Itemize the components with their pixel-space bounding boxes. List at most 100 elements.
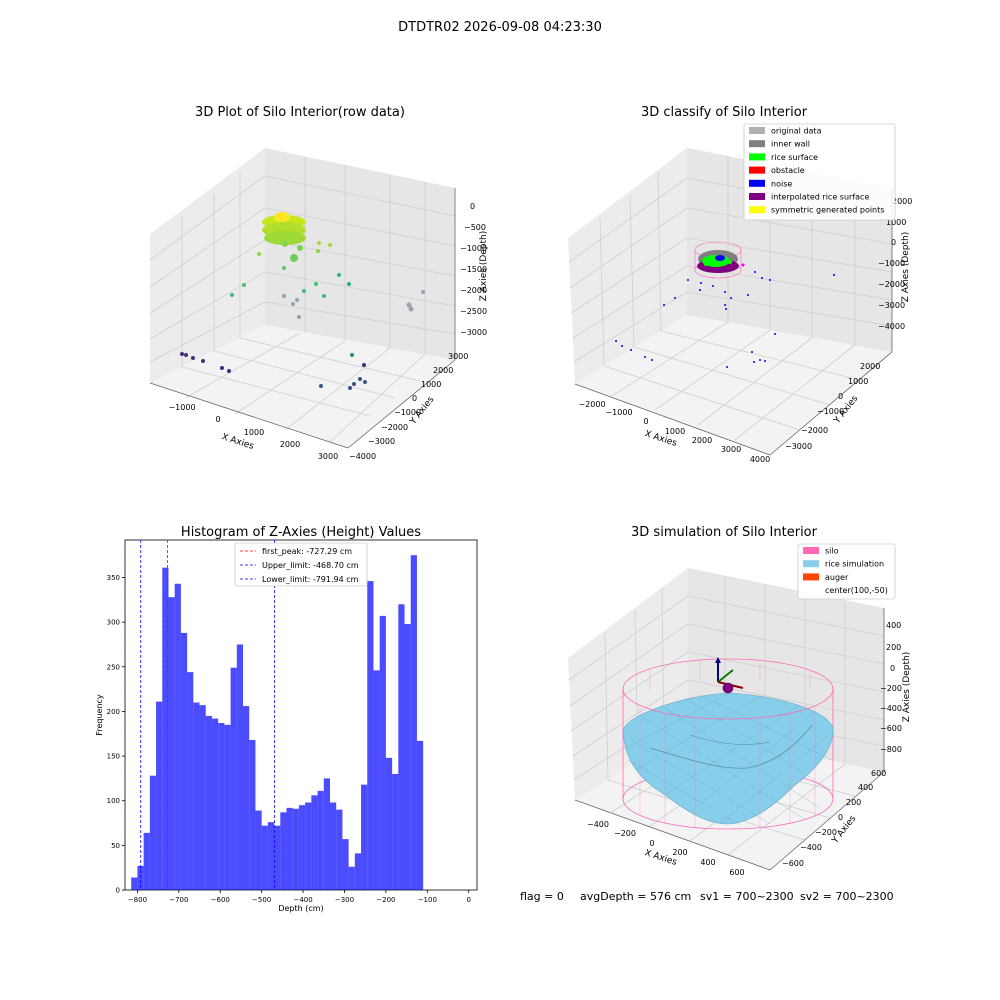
- histogram-bar: [367, 581, 374, 890]
- simulation-y-ticks: −600 −400 −200 0 200 400 600: [782, 769, 886, 868]
- simulation-z-ticks: 400 200 0 −200 −400 −600 −800: [880, 621, 902, 754]
- classify-legend-swatch: [749, 127, 765, 134]
- raw-x-tick: −1000: [168, 403, 195, 412]
- raw-z-tick: −1000: [460, 244, 487, 253]
- classify-legend-label: obstacle: [771, 166, 805, 175]
- classify-legend-label: symmetric generated points: [771, 206, 884, 215]
- simulation-legend-swatch: [803, 547, 819, 554]
- simulation-y-tick: 400: [858, 783, 873, 792]
- histogram-bar: [199, 705, 206, 890]
- raw-y-tick: −2000: [381, 423, 408, 432]
- histogram-bar: [261, 825, 268, 890]
- silo-wireframe-front: [622, 658, 834, 828]
- figure-title: DTDTR02 2026-09-08 04:23:30: [398, 20, 602, 35]
- simulation-x-ticks: −400 −200 0 200 400 600: [587, 820, 745, 877]
- simulation-axes-lines: [574, 608, 885, 871]
- raw-z-ticks: 0 −500 −1000 −1500 −2000 −2500 −3000: [460, 202, 487, 337]
- classify-legend-swatch: [749, 140, 765, 148]
- histogram-title: Histogram of Z-Axies (Height) Values: [181, 525, 421, 540]
- histogram-x-ticks: −800 −700 −600 −500 −400 −300 −200 −100 0: [128, 890, 471, 904]
- histogram-bar: [187, 672, 194, 890]
- histogram-bar: [404, 623, 411, 890]
- classify-legend-swatch: [749, 179, 765, 187]
- histogram-y-tick-label: 300: [107, 619, 120, 627]
- classify-floor-pane: [575, 315, 892, 455]
- simulation-legend-swatch: [803, 560, 819, 568]
- raw-x-tick: 0: [215, 415, 220, 424]
- raw-x-tick: 2000: [280, 440, 300, 449]
- classify-y-tick: 2000: [860, 362, 880, 371]
- classify-x-tick: 1000: [665, 427, 685, 436]
- histogram-bar: [131, 877, 138, 890]
- simulation-legend-label: rice simulation: [825, 560, 884, 569]
- histogram-bar: [329, 802, 337, 890]
- classify-legend-label: rice surface: [771, 153, 818, 162]
- classify-z-label: Z Axies (Depth): [901, 232, 911, 303]
- simulation-y-tick: 0: [838, 813, 843, 822]
- flag-status: flag = 0: [520, 890, 564, 903]
- histogram-bar: [218, 723, 225, 890]
- classify-y-tick: −3000: [785, 442, 812, 451]
- histogram-y-ticks: 0 50 100 150 200 250 300 350: [107, 574, 125, 895]
- histogram-bar: [243, 706, 250, 890]
- classify-z-ticks: 2000 1000 0 −1000 −2000 −3000 −4000: [878, 197, 912, 331]
- raw-y-tick: 1000: [421, 380, 441, 389]
- histogram-y-tick-label: 100: [107, 797, 120, 805]
- classify-point-cloud: [615, 241, 835, 368]
- simulation-legend-label: silo: [825, 547, 839, 556]
- simulation-z-tick: 200: [886, 643, 901, 652]
- raw-floor-pane: [150, 325, 455, 448]
- raw-x-tick: 1000: [244, 428, 264, 437]
- simulation-y-tick: −600: [782, 859, 804, 868]
- simulation-legend-label: center(100,-50): [825, 586, 888, 595]
- classify-legend-label: original data: [771, 127, 822, 136]
- simulation-x-tick: 400: [700, 858, 715, 867]
- auger-axes-glyph: [715, 657, 744, 694]
- histogram-bar: [298, 805, 306, 890]
- histogram-bar: [162, 567, 169, 890]
- raw-z-tick: −2000: [460, 286, 487, 295]
- classify-x-tick: 4000: [750, 455, 770, 464]
- raw-left-pane: [150, 148, 265, 383]
- histogram-x-tick-label: −400: [293, 896, 312, 904]
- simulation-y-tick: −200: [815, 828, 837, 837]
- histogram-bar: [292, 808, 299, 890]
- histogram-bar: [286, 807, 293, 890]
- simulation-x-tick: 0: [649, 839, 654, 848]
- raw-y-tick: 0: [412, 394, 417, 403]
- simulation-x-tick: 600: [729, 868, 744, 877]
- status-line: flag = 0 avgDepth = 576 cm sv1 = 700~230…: [520, 890, 894, 903]
- classify-legend-swatch: [749, 193, 765, 200]
- classify-legend-label: interpolated rice surface: [771, 193, 869, 202]
- classify-y-tick: 1000: [848, 377, 868, 386]
- simulation-x-tick: −400: [587, 820, 609, 829]
- raw-point-cloud: [180, 212, 425, 390]
- histogram-y-tick-label: 150: [107, 753, 120, 761]
- average-depth: avgDepth = 576 cm: [580, 890, 691, 903]
- histogram-x-tick-label: −700: [169, 896, 188, 904]
- raw-y-ticks: −4000 −3000 −2000 −1000 0 1000 2000 3000: [349, 352, 468, 461]
- sv2-range: sv2 = 700~2300: [800, 890, 894, 903]
- histogram-y-tick-label: 50: [111, 842, 120, 850]
- histogram-bar: [348, 866, 355, 890]
- simulation-z-tick: 400: [886, 621, 901, 630]
- classify-x-tick: −1000: [605, 408, 632, 417]
- raw-z-tick: −500: [464, 223, 486, 232]
- histogram-bar: [205, 715, 212, 890]
- histogram-bar: [224, 724, 231, 890]
- raw-x-tick: 3000: [318, 452, 338, 461]
- simulation-z-tick: 0: [890, 664, 895, 673]
- simulation-3d-plot: 3D simulation of Silo Interior: [568, 525, 912, 877]
- classify-left-pane: [568, 148, 687, 384]
- raw-back-pane: [265, 148, 455, 360]
- classify-y-tick: 0: [838, 392, 843, 401]
- simulation-legend-label: auger: [825, 573, 849, 582]
- raw-z-tick: 0: [470, 202, 475, 211]
- histogram-bar: [274, 825, 281, 890]
- simulation-legend-swatch: [803, 573, 819, 581]
- histogram-bar: [280, 812, 287, 890]
- histogram-bar: [174, 583, 181, 890]
- classify-legend-swatch: [749, 166, 765, 174]
- raw-y-tick: −3000: [368, 437, 395, 446]
